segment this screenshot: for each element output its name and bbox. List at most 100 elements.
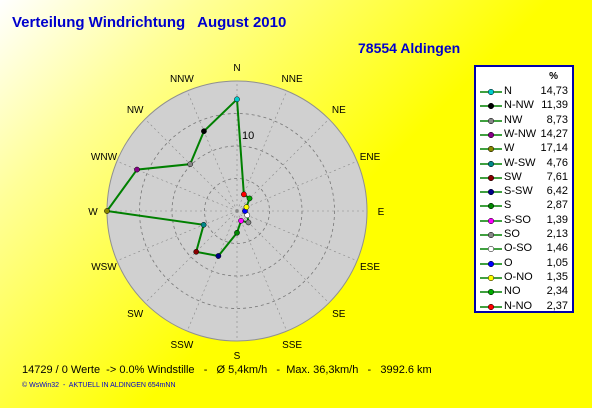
grid-ring bbox=[204, 178, 270, 244]
legend-direction: W bbox=[504, 142, 515, 155]
legend-item: SW 7,61 bbox=[476, 171, 572, 185]
legend-box: % N 14,73 N-NW 11,39 NW 8,73 W-NW 14,27 W 17,14 W-… bbox=[474, 65, 574, 313]
legend-swatch bbox=[480, 160, 502, 167]
legend-swatch bbox=[480, 117, 502, 124]
legend-item: W-NW 14,27 bbox=[476, 128, 572, 142]
grid-spoke bbox=[116, 160, 238, 212]
direction-label-sse: SSE bbox=[282, 340, 302, 351]
chart-title: Verteilung Windrichtung August 2010 bbox=[12, 14, 287, 31]
legend-item: S 2,87 bbox=[476, 199, 572, 213]
legend-value: 2,87 bbox=[546, 199, 568, 212]
data-point-sse bbox=[238, 217, 244, 224]
legend-value: 1,39 bbox=[546, 213, 568, 226]
direction-label-sw: SW bbox=[127, 309, 144, 320]
legend-direction: N-NO bbox=[504, 299, 533, 312]
direction-label-n: N bbox=[233, 63, 240, 74]
legend-value: 1,05 bbox=[546, 256, 568, 269]
legend-item: W-SW 4,76 bbox=[476, 157, 572, 171]
legend-swatch bbox=[480, 274, 502, 281]
data-point-ene bbox=[243, 204, 250, 210]
ring-label: 10 bbox=[242, 130, 254, 142]
data-point-w bbox=[104, 208, 110, 214]
station-label: 78554 Aldingen bbox=[358, 40, 461, 56]
legend-direction: O-NO bbox=[504, 270, 533, 283]
direction-label-w: W bbox=[88, 207, 98, 218]
legend-swatch bbox=[480, 246, 502, 253]
legend-value: 1,46 bbox=[546, 242, 568, 255]
legend-swatch bbox=[480, 88, 502, 96]
direction-label-e: E bbox=[378, 207, 385, 218]
grid-ring bbox=[139, 113, 335, 309]
legend-swatch bbox=[480, 131, 502, 138]
legend-direction: O-SO bbox=[504, 242, 533, 255]
legend-item: O-SO 1,46 bbox=[476, 242, 572, 256]
legend-direction: NW bbox=[504, 113, 523, 126]
legend-swatch bbox=[480, 231, 502, 239]
legend-swatch bbox=[480, 103, 502, 110]
direction-label-ssw: SSW bbox=[171, 340, 194, 351]
legend-swatch bbox=[480, 189, 502, 196]
legend-value: 1,35 bbox=[546, 270, 568, 283]
grid-spoke bbox=[236, 118, 330, 212]
legend-item: W 17,14 bbox=[476, 142, 572, 156]
legend-value: 14,73 bbox=[540, 85, 568, 97]
legend-swatch bbox=[480, 174, 502, 181]
grid-spoke bbox=[236, 90, 288, 212]
grid-spoke bbox=[186, 210, 238, 332]
data-point-wnw bbox=[134, 166, 140, 173]
data-point-ssw bbox=[215, 253, 222, 259]
legend-item: N-NO 2,37 bbox=[476, 300, 572, 314]
data-point-ne bbox=[246, 195, 253, 202]
grid-spoke bbox=[116, 210, 238, 262]
legend-item: S-SO 1,39 bbox=[476, 214, 572, 228]
legend-direction: NO bbox=[504, 285, 521, 298]
data-point-se bbox=[245, 219, 252, 226]
legend-direction: O bbox=[504, 256, 513, 269]
legend-item: O 1,05 bbox=[476, 257, 572, 271]
direction-label-wnw: WNW bbox=[91, 152, 118, 163]
legend-value: 8,73 bbox=[546, 113, 568, 126]
legend-direction: W-NW bbox=[504, 127, 537, 140]
data-point-nnw bbox=[201, 128, 207, 135]
direction-label-ese: ESE bbox=[360, 262, 380, 273]
legend-value: 17,14 bbox=[540, 142, 568, 155]
direction-label-nnw: NNW bbox=[170, 74, 194, 85]
legend-item: O-NO 1,35 bbox=[476, 271, 572, 285]
legend-direction: S bbox=[504, 199, 512, 212]
legend-value: 6,42 bbox=[546, 185, 568, 198]
grid-spoke bbox=[186, 90, 238, 212]
legend-item: SO 2,13 bbox=[476, 228, 572, 242]
legend-value: 4,76 bbox=[546, 156, 568, 169]
grid-spoke bbox=[236, 160, 358, 212]
data-point-nne bbox=[241, 191, 247, 198]
grid-spoke bbox=[236, 210, 358, 262]
legend-direction: N bbox=[504, 85, 512, 97]
legend-swatch bbox=[480, 203, 502, 210]
data-point-n bbox=[234, 96, 240, 103]
legend-item: NW 8,73 bbox=[476, 114, 572, 128]
legend-item: N 14,73 bbox=[476, 85, 572, 99]
direction-label-se: SE bbox=[332, 309, 346, 320]
legend-direction: SO bbox=[504, 228, 520, 240]
direction-label-ne: NE bbox=[332, 105, 346, 116]
legend-swatch bbox=[480, 217, 502, 224]
legend-value: 2,37 bbox=[546, 299, 568, 312]
data-point-s bbox=[234, 229, 240, 236]
legend-direction: S-SW bbox=[504, 185, 533, 198]
legend-item: NO 2,34 bbox=[476, 285, 572, 299]
direction-label-ene: ENE bbox=[360, 152, 381, 163]
legend-header: % bbox=[549, 71, 558, 82]
data-point-wsw bbox=[200, 221, 207, 228]
legend-direction: S-SO bbox=[504, 213, 531, 226]
direction-label-nw: NW bbox=[127, 105, 144, 116]
credit-line: © WsWin32 - AKTUELL IN ALDINGEN 654mNN bbox=[22, 382, 176, 389]
legend-value: 14,27 bbox=[540, 127, 568, 140]
legend-value: 7,61 bbox=[546, 170, 568, 183]
legend-swatch bbox=[480, 260, 502, 267]
grid-spoke bbox=[144, 210, 238, 304]
direction-label-nne: NNE bbox=[282, 74, 303, 85]
direction-label-wsw: WSW bbox=[91, 262, 117, 273]
legend-swatch bbox=[480, 303, 502, 310]
